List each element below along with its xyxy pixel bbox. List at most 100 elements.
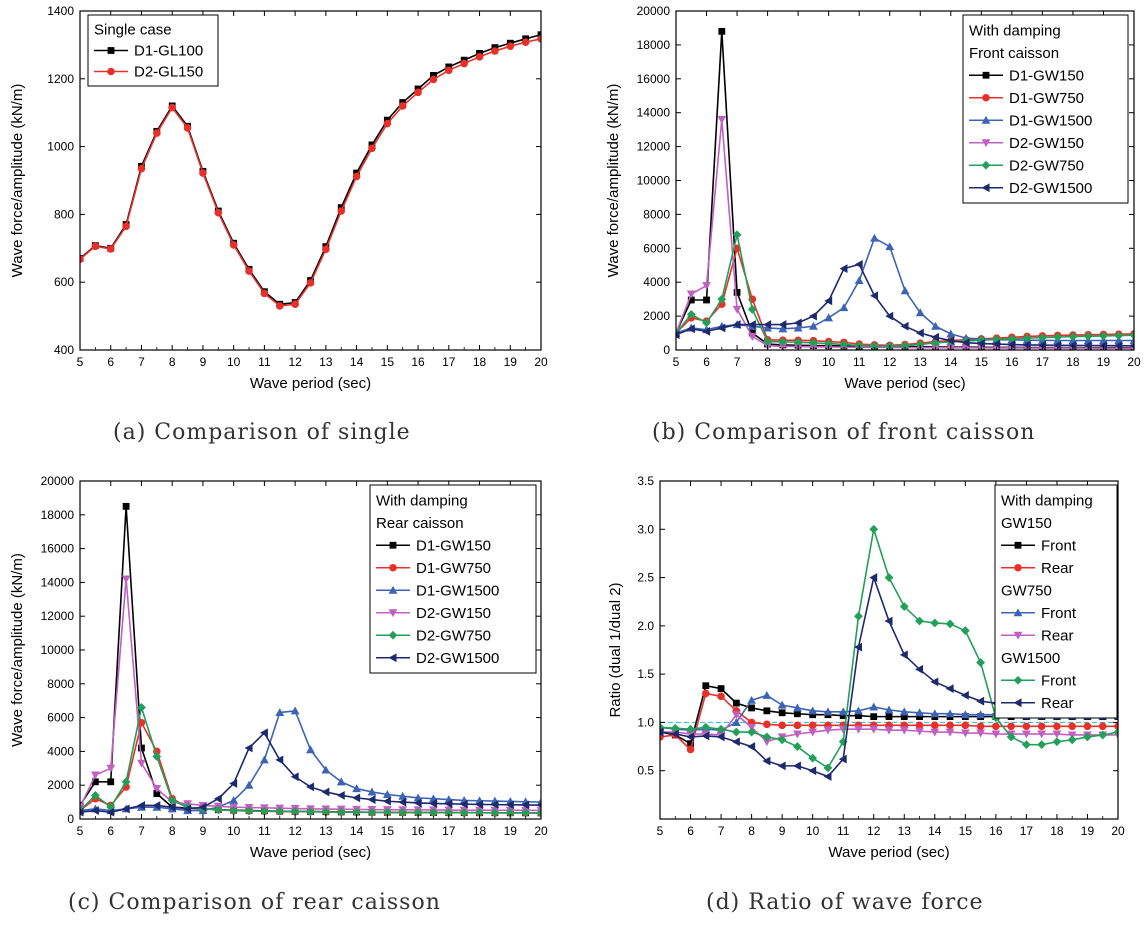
data-point [152,785,162,793]
data-point [229,241,238,249]
data-point [930,618,940,628]
series-line [80,704,541,814]
x-tick-label: 7 [734,355,741,369]
data-point [870,713,878,721]
y-tick-label: 8000 [643,207,670,221]
x-tick-label: 16 [411,824,425,838]
data-point [398,808,408,817]
y-tick-label: 1.0 [637,715,654,729]
data-point [992,339,1001,349]
x-tick-label: 18 [473,824,487,838]
chart-d: 5 6 7 8 9 10 11 12 13 14 15 16 17 18 19 20 0.5 1.0 1.5 2.0 2… [607,474,1125,861]
data-point [1053,722,1061,731]
legend-entry: Front [1041,537,1077,554]
x-tick-label: 8 [764,355,771,369]
data-point [870,291,878,301]
data-point [505,808,515,818]
data-point [976,710,985,719]
data-point [946,721,954,730]
data-point [137,801,145,810]
data-point [1022,340,1031,350]
x-tick-label: 5 [77,824,84,838]
data-point [808,766,817,776]
data-point [413,798,422,808]
y-tick-label: 12000 [41,609,75,623]
y-tick-label: 20000 [41,474,75,488]
x-axis-label: Wave period (sec) [844,375,965,392]
x-tick-label: 17 [442,355,456,369]
data-point [491,47,499,55]
data-point [945,728,955,737]
x-axis-label: Wave period (sec) [828,844,949,861]
data-point [183,804,192,814]
chart-b: 5 6 7 8 9 10 11 12 13 14 15 16 17 18 19 20 0 2000 4000 6000… [605,4,1141,392]
data-point [777,735,787,745]
data-point [1053,340,1062,350]
y-tick-label: 16000 [637,72,671,86]
data-point [1022,722,1031,731]
data-point [413,808,423,817]
data-point [1037,730,1047,739]
x-axis-label: Wave period (sec) [250,844,371,861]
legend-entry: D1-GW150 [1009,67,1084,84]
y-tick-label: 400 [54,343,74,357]
data-point [505,800,514,810]
data-point [1114,722,1118,731]
data-point [884,616,893,626]
data-point [869,702,879,711]
data-point [763,707,771,715]
data-point [660,727,664,737]
data-point [382,796,391,806]
data-point [808,721,817,730]
x-tick-label: 17 [1020,824,1034,838]
x-tick-label: 14 [944,355,958,369]
data-point [823,772,832,781]
data-point [899,726,909,735]
y-tick-label: 0.5 [637,764,654,778]
data-point [854,642,862,652]
data-point [536,802,541,808]
data-point [823,707,833,716]
legend-heading: With damping [376,492,468,509]
x-tick-label: 15 [381,355,395,369]
data-point [686,724,695,734]
data-point [1098,722,1107,731]
data-point [930,709,940,718]
data-point [459,808,469,818]
data-point [823,763,833,773]
chart-c: 5 6 7 8 9 10 11 12 13 14 15 16 17 18 19 20 0 2000 4000 6000… [9,474,548,861]
data-point [870,341,879,350]
data-point [1113,727,1118,737]
data-point [686,732,695,742]
data-point [382,790,392,799]
data-point [702,682,710,690]
data-point [213,805,223,815]
y-tick-label: 600 [54,275,74,289]
data-point [459,799,468,809]
legend-swatch-marker [1013,631,1023,640]
legend-swatch-marker [1013,698,1022,708]
legend-entry: D2-GW150 [1009,135,1084,152]
data-point [885,311,894,321]
x-tick-label: 18 [473,355,487,369]
x-tick-label: 12 [288,824,302,838]
data-point [321,807,331,817]
data-point [306,745,315,754]
data-point [260,728,268,738]
data-point [1099,331,1108,341]
x-tick-label: 13 [914,355,928,369]
data-point [916,713,923,721]
data-point [1007,340,1016,349]
x-tick-label: 9 [779,824,786,838]
y-tick-label: 20000 [637,4,671,18]
data-point [1022,740,1031,750]
data-point [976,658,985,667]
data-point [686,290,696,299]
data-point [275,302,284,310]
data-point [521,38,530,46]
y-axis-label: Wave force/amplitude (kN/m) [9,553,26,747]
y-tick-label: 14000 [41,575,75,589]
legend-entry: D1-GW1500 [416,582,499,599]
data-point [869,524,879,534]
data-point [106,764,116,773]
